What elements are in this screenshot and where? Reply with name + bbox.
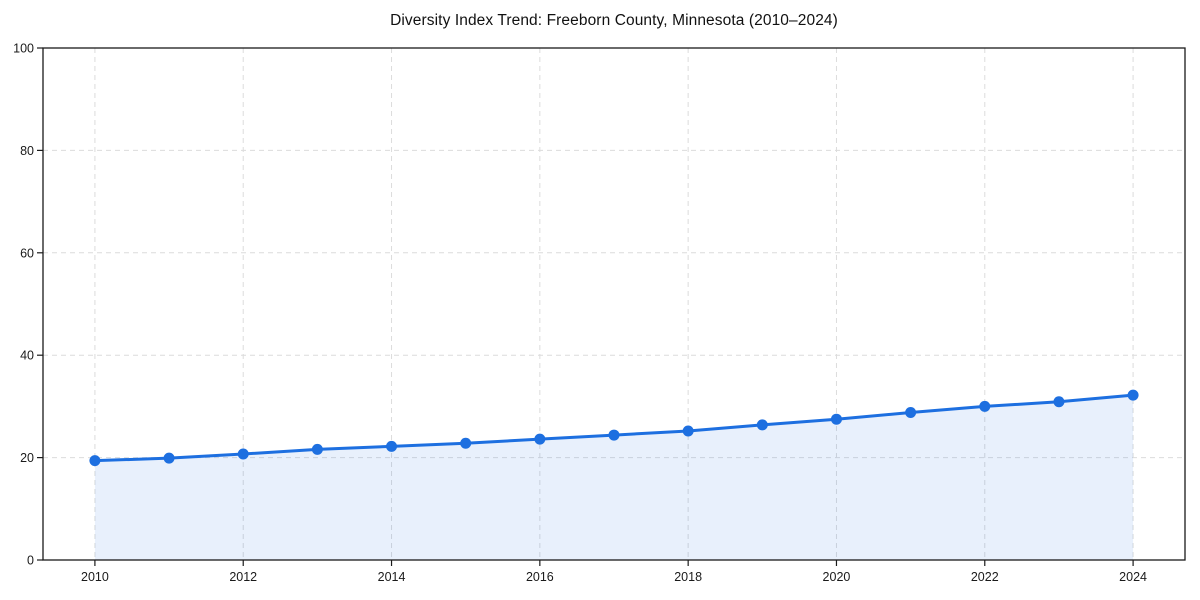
data-point-2016	[534, 433, 546, 445]
y-tick-label: 80	[20, 144, 34, 158]
chart-title: Diversity Index Trend: Freeborn County, …	[390, 12, 838, 29]
x-tick-label: 2014	[378, 570, 406, 584]
data-point-2018	[682, 425, 694, 437]
x-tick-label: 2016	[526, 570, 554, 584]
data-point-2022	[979, 400, 991, 412]
data-point-2020	[830, 413, 842, 425]
data-point-2014	[386, 440, 398, 452]
x-tick-label: 2012	[229, 570, 257, 584]
x-tick-label: 2020	[823, 570, 851, 584]
x-tick-label: 2010	[81, 570, 109, 584]
data-point-2019	[756, 419, 768, 431]
data-point-2010	[89, 455, 101, 467]
y-tick-label: 20	[20, 451, 34, 465]
x-tick-label: 2022	[971, 570, 999, 584]
x-tick-label: 2024	[1119, 570, 1147, 584]
y-tick-label: 40	[20, 349, 34, 363]
x-tick-label: 2018	[674, 570, 702, 584]
data-point-2021	[905, 407, 917, 419]
y-tick-label: 0	[27, 554, 34, 568]
data-point-2012	[237, 448, 249, 460]
data-point-2017	[608, 429, 620, 441]
data-point-2013	[311, 443, 323, 455]
y-tick-label: 100	[13, 42, 34, 56]
data-point-2023	[1053, 396, 1065, 408]
data-point-2024	[1127, 389, 1139, 401]
y-tick-label: 60	[20, 246, 34, 260]
area-fill	[94, 395, 1134, 560]
plot-border	[42, 47, 1186, 561]
data-point-2011	[163, 452, 175, 464]
data-point-2015	[460, 437, 472, 449]
